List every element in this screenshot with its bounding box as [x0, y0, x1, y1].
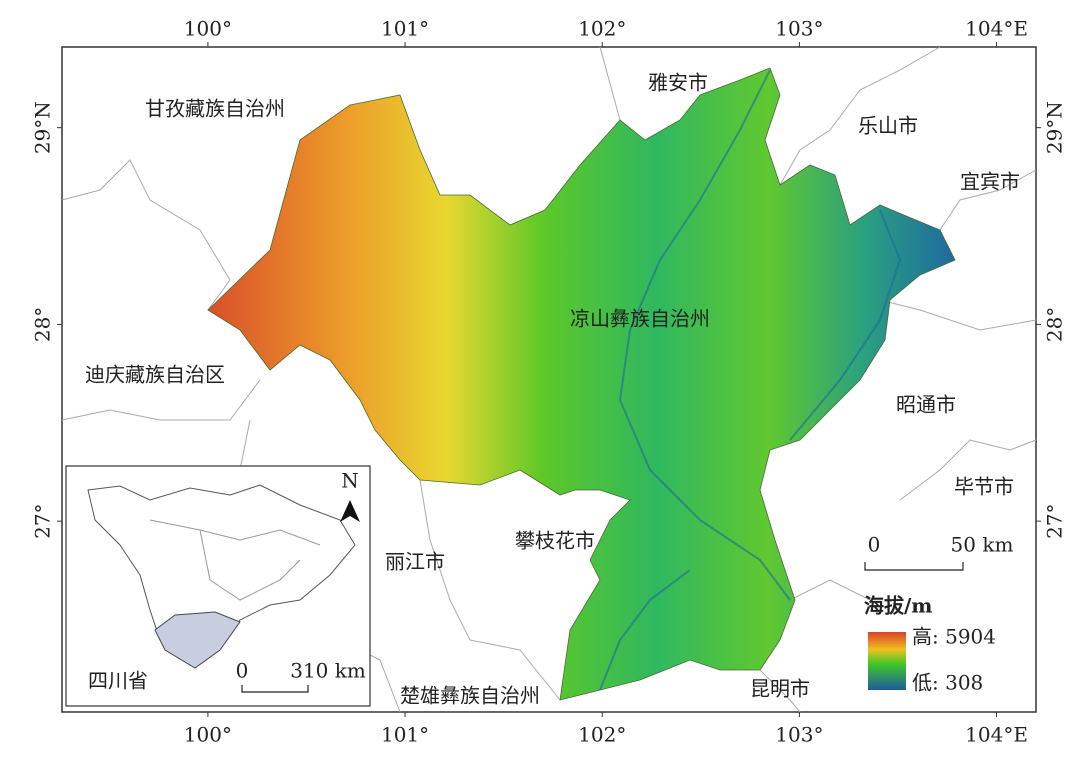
- boundaries: [61, 46, 1037, 713]
- lon-label: 102°: [578, 17, 626, 41]
- lat-label: 29°N: [1043, 101, 1067, 154]
- place-label: 毕节市: [954, 475, 1014, 499]
- place-label: 昭通市: [896, 393, 956, 417]
- sichuan-outline: [87, 484, 356, 666]
- lon-label: 104°E: [965, 723, 1028, 747]
- place-label: 楚雄彝族自治州: [400, 684, 540, 708]
- rivers: [599, 69, 902, 691]
- lon-label: 101°: [381, 17, 429, 41]
- scale-bar: 0 50 km: [864, 533, 1014, 571]
- lon-label: 100°: [184, 17, 232, 41]
- legend-colorbar: [868, 632, 906, 690]
- scale-line: [864, 562, 964, 571]
- liangshan-region: [207, 67, 956, 701]
- lat-label: 27°: [31, 503, 55, 538]
- lon-label: 101°: [381, 723, 429, 747]
- place-label: 甘孜藏族自治州: [145, 97, 285, 121]
- place-label: 迪庆藏族自治区: [85, 363, 225, 387]
- scale-label: 0: [868, 533, 881, 557]
- inset-scale-line: [241, 685, 309, 693]
- place-label: 乐山市: [858, 114, 918, 138]
- legend-title: 海拔/m: [864, 594, 932, 618]
- inset-label: 四川省: [88, 669, 148, 693]
- lon-label: 100°: [184, 723, 232, 747]
- place-label: 昆明市: [750, 677, 810, 701]
- liangshan-inset: [154, 611, 241, 669]
- place-label: 宜宾市: [960, 170, 1020, 194]
- north-label: N: [341, 469, 359, 493]
- north-arrow: [340, 500, 360, 522]
- inset: N 四川省 0 310 km: [65, 465, 371, 707]
- inset-scale-label: 0: [236, 659, 249, 683]
- lon-label: 102°: [578, 723, 626, 747]
- lat-label: 28°: [31, 307, 55, 342]
- place-label: 凉山彝族自治州: [570, 307, 710, 331]
- lat-label: 27°: [1043, 503, 1067, 538]
- lon-label: 104°E: [965, 17, 1028, 41]
- legend-high: 高: 5904: [912, 625, 996, 649]
- place-label: 雅安市: [648, 71, 708, 95]
- lon-label: 103°: [775, 723, 823, 747]
- scale-label: 50 km: [951, 533, 1014, 557]
- lat-label: 29°N: [31, 101, 55, 154]
- place-label: 丽江市: [385, 550, 445, 574]
- place-label: 攀枝花市: [515, 529, 595, 553]
- legend-low: 低: 308: [912, 671, 983, 695]
- lon-label: 103°: [775, 17, 823, 41]
- legend: 海拔/m 高: 5904 低: 308: [864, 594, 996, 695]
- lat-label: 28°: [1043, 307, 1067, 342]
- inset-scale-label: 310 km: [290, 659, 366, 683]
